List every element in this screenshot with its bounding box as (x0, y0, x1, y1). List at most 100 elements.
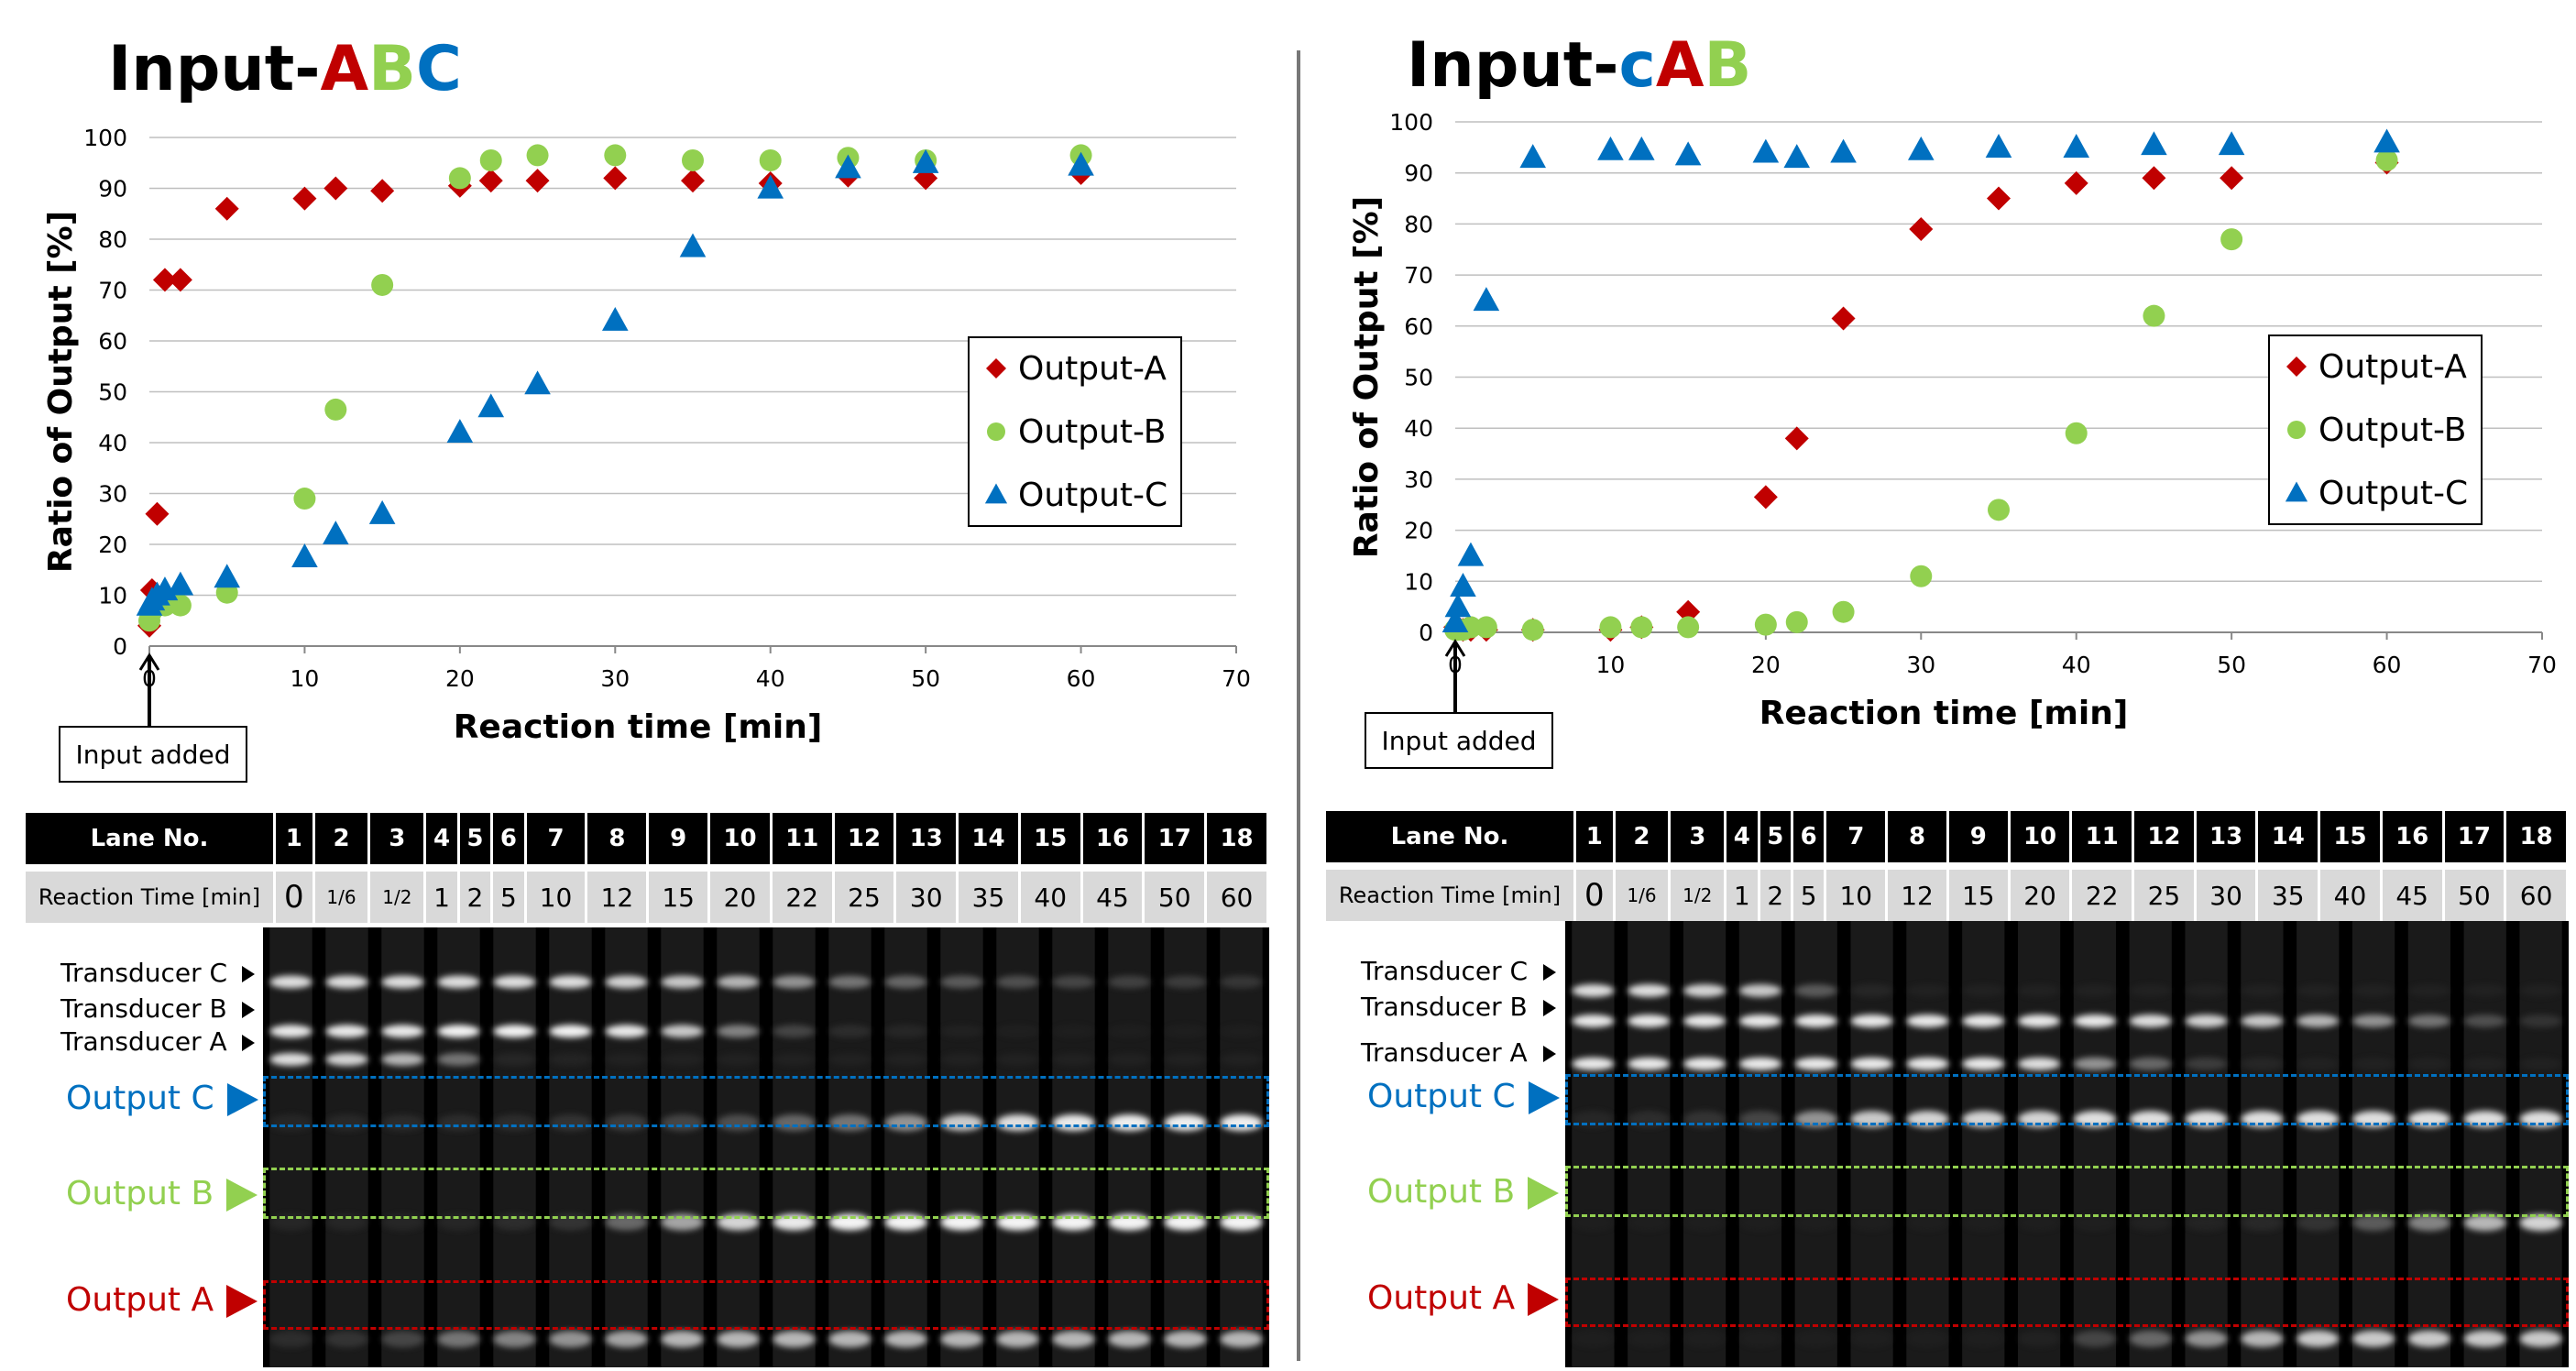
gel-band (2129, 983, 2172, 997)
gel-band (773, 1053, 816, 1066)
data-point (1783, 144, 1811, 169)
gel-band (1052, 1331, 1095, 1348)
data-point (1521, 619, 1544, 642)
lane-number: 9 (1948, 811, 2011, 862)
gel-band (2519, 1214, 2562, 1232)
chart-title-part: c (1619, 29, 1656, 102)
data-point (291, 543, 318, 567)
data-point (2065, 422, 2088, 444)
lane-number: 18 (1207, 813, 1269, 864)
reaction-time-value: 1 (1726, 862, 1760, 921)
series-output-c (136, 148, 1094, 616)
reaction-time-value: 10 (526, 864, 588, 923)
band-label-transducer-b: Transducer B (60, 993, 227, 1024)
gel-band (2129, 1214, 2172, 1232)
arrow-icon (242, 966, 255, 982)
gel-band (2463, 1015, 2506, 1028)
gel-band (2017, 1330, 2061, 1347)
gel-band (940, 975, 983, 989)
data-point (603, 166, 628, 191)
output-b-label: Output B (66, 1175, 258, 1212)
gel-band (717, 975, 760, 989)
y-axis-label: Ratio of Output [%] (1348, 196, 1386, 558)
y-tick-label: 60 (1404, 313, 1433, 340)
gel-band (773, 975, 816, 989)
triangle-icon (1528, 1283, 1560, 1316)
gel-lane (325, 927, 368, 1367)
lane-number: 15 (2320, 811, 2383, 862)
lane-number: 18 (2506, 811, 2569, 862)
lane-number: 17 (1145, 813, 1208, 864)
reaction-time-value: 25 (834, 864, 897, 923)
annotation-box (1365, 712, 1553, 769)
lane-number: 16 (1082, 813, 1145, 864)
band-label-transducer-c: Transducer C (1361, 956, 1529, 986)
data-point (1754, 613, 1777, 636)
gel-band (1164, 1331, 1207, 1348)
gel-band (2185, 983, 2228, 997)
data-point (835, 154, 861, 179)
data-point (1907, 136, 1935, 160)
lane-number: 6 (493, 813, 527, 864)
reaction-time-value: 1 (426, 864, 460, 923)
gel-band (381, 975, 424, 989)
reaction-time-value: 45 (2382, 862, 2445, 921)
gel-band (2463, 1330, 2506, 1347)
data-point (525, 169, 550, 193)
gel-band (884, 975, 927, 989)
gel-band (1628, 1330, 1671, 1347)
x-tick-label: 60 (1067, 665, 1096, 692)
lane-number: 4 (1726, 811, 1760, 862)
gel-band (2296, 1015, 2340, 1028)
gel-band (661, 1025, 704, 1038)
gel-band (1572, 1330, 1615, 1347)
gel-band (2407, 983, 2451, 997)
gel-band (1794, 1330, 1837, 1347)
gel-band (2241, 1214, 2284, 1232)
gel-band (325, 975, 368, 989)
data-point (370, 179, 395, 203)
lane-number: 3 (1671, 811, 1727, 862)
legend-label: Output-B (2318, 411, 2466, 449)
gel-band (2185, 1214, 2228, 1232)
gel-band (1738, 1214, 1782, 1232)
legend-label: Output-B (1018, 413, 1166, 451)
gel-band (2351, 1015, 2395, 1028)
gel-band (2519, 1015, 2562, 1028)
gel-band (2407, 1330, 2451, 1347)
data-point (526, 144, 549, 167)
gel-band (1683, 983, 1726, 997)
chart-title-part: C (416, 33, 462, 105)
time-header: Reaction Time [min] (26, 864, 276, 923)
gel-band (493, 1025, 536, 1038)
gel-band (2519, 1057, 2562, 1070)
gel-band (2407, 1057, 2451, 1070)
output-b-box (263, 1168, 1269, 1219)
reaction-time-value: 15 (649, 864, 711, 923)
gel-band (2073, 1214, 2117, 1232)
gel-lane (940, 927, 983, 1367)
chart-title-part: A (1656, 29, 1705, 102)
reaction-time-value: 5 (493, 864, 527, 923)
reaction-time-value: 50 (1145, 864, 1208, 923)
output-a-label: Output A (1367, 1279, 1560, 1317)
chart-title-part: B (1704, 29, 1751, 102)
data-point (681, 169, 705, 193)
y-tick-label: 90 (98, 176, 127, 203)
gel-band (1962, 1214, 2005, 1232)
gel-lane (828, 927, 871, 1367)
gel-band (2017, 1214, 2061, 1232)
data-point (167, 571, 194, 596)
chart-title: Input-ABC (108, 33, 462, 105)
reaction-time-value: 1/2 (370, 864, 427, 923)
gel-band (2017, 1057, 2061, 1070)
arrow-icon (1543, 1000, 1556, 1016)
chart-1: Input-ABC0102030405060708090100010203040… (42, 33, 1251, 783)
data-point (2142, 166, 2166, 191)
data-point (2220, 228, 2243, 251)
gel-lane (1052, 927, 1095, 1367)
lane-number: 3 (370, 813, 427, 864)
gel-band (1628, 1214, 1671, 1232)
lane-number: 1 (1576, 811, 1616, 862)
data-point (2141, 131, 2167, 156)
